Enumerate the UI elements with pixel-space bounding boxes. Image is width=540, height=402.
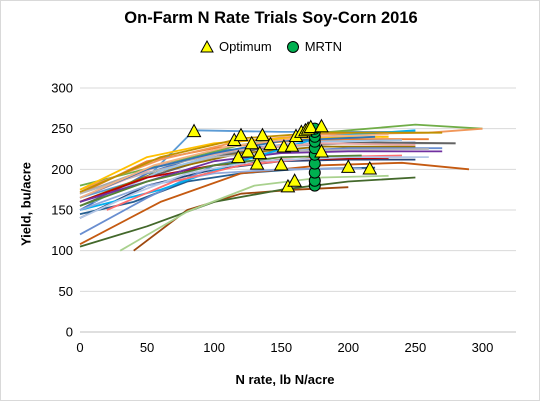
response-curve bbox=[79, 167, 362, 211]
optimum-point bbox=[314, 143, 329, 158]
response-curve bbox=[79, 145, 416, 203]
optimum-point bbox=[284, 138, 300, 152]
y-axis-label: Yield, bu/acre bbox=[18, 161, 34, 247]
chart-title: On-Farm N Rate Trials Soy-Corn 2016 bbox=[124, 9, 418, 27]
optimum-point bbox=[249, 156, 265, 170]
triangle-marker-icon bbox=[200, 40, 214, 53]
x-tick-label: 150 bbox=[270, 340, 292, 355]
optimum-point bbox=[362, 160, 378, 175]
legend-label-optimum: Optimum bbox=[218, 39, 272, 54]
optimum-point bbox=[263, 136, 278, 151]
y-tick-label: 0 bbox=[66, 325, 73, 340]
optimum-point bbox=[273, 156, 289, 171]
x-tick-label: 50 bbox=[140, 340, 154, 355]
y-tick-label: 100 bbox=[51, 243, 73, 258]
y-tick-label: 50 bbox=[59, 284, 73, 299]
optimum-point bbox=[240, 143, 256, 158]
optimum-point bbox=[252, 145, 268, 160]
y-tick-label: 200 bbox=[51, 162, 73, 177]
optimum-point bbox=[314, 118, 329, 133]
x-tick-label: 0 bbox=[76, 340, 83, 355]
x-tick-label: 250 bbox=[405, 340, 427, 355]
y-tick-label: 300 bbox=[51, 81, 73, 96]
x-tick-label: 100 bbox=[203, 340, 225, 355]
response-curve bbox=[79, 154, 362, 207]
optimum-point bbox=[255, 127, 270, 142]
optimum-point bbox=[233, 127, 249, 142]
response-curve bbox=[79, 156, 429, 219]
y-tick-label: 250 bbox=[51, 121, 73, 136]
response-curve bbox=[79, 133, 389, 199]
optimum-point bbox=[287, 173, 302, 187]
chart-legend: Optimum MRTN bbox=[1, 39, 540, 54]
optimum-point bbox=[244, 135, 260, 150]
y-tick-label: 150 bbox=[51, 203, 73, 218]
x-tick-label: 200 bbox=[337, 340, 359, 355]
optimum-point bbox=[186, 123, 202, 138]
circle-marker-icon bbox=[286, 40, 299, 53]
x-tick-label: 300 bbox=[472, 340, 494, 355]
legend-label-mrtn: MRTN bbox=[304, 39, 343, 54]
optimum-point bbox=[303, 119, 319, 134]
response-curve bbox=[79, 176, 416, 248]
x-axis-label: N rate, lb N/acre bbox=[235, 372, 335, 387]
optimum-point bbox=[340, 159, 356, 173]
legend-item-mrtn: MRTN bbox=[286, 39, 342, 54]
legend-item-optimum: Optimum bbox=[200, 39, 272, 54]
response-curve bbox=[119, 174, 389, 252]
